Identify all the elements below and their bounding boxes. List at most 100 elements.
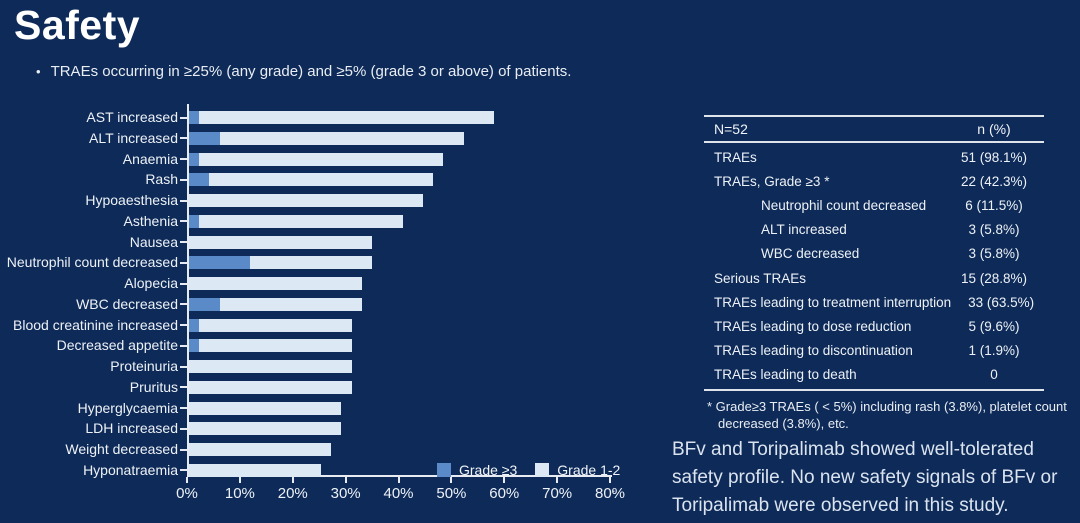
bar-segment-grade12 (199, 339, 352, 352)
x-axis-tick (291, 477, 294, 483)
bar-row (189, 381, 352, 394)
chart-category-label: Pruritus (129, 378, 178, 395)
x-axis-tick-label: 0% (176, 485, 198, 502)
bar-row (189, 360, 352, 373)
table-row: Neutrophil count decreased 6 (11.5%) (704, 193, 1044, 217)
table-row: TRAEs, Grade ≥3 * 22 (42.3%) (704, 169, 1044, 193)
table-row-label: TRAEs (714, 149, 757, 165)
bar-segment-grade12 (199, 319, 352, 332)
bar-row (189, 111, 494, 124)
legend-swatch-grade12 (535, 463, 550, 477)
bar-segment-grade3 (189, 153, 199, 166)
bar-row (189, 194, 423, 207)
y-axis-tick (180, 178, 187, 181)
bar-row (189, 298, 362, 311)
bar-segment-grade12 (220, 132, 464, 145)
table-header-n: N=52 (714, 121, 748, 137)
x-axis-tick (238, 477, 241, 483)
bar-segment-grade12 (189, 381, 352, 394)
x-axis-tick-label: 10% (224, 485, 255, 502)
chart-category-label: Rash (145, 171, 178, 188)
chart-category-label: LDH increased (85, 420, 178, 437)
bar-row (189, 443, 331, 456)
bar-segment-grade3 (189, 111, 199, 124)
x-axis-tick-label: 40% (383, 485, 414, 502)
y-axis-tick (180, 261, 187, 264)
y-axis-tick (180, 116, 187, 119)
bar-segment-grade12 (189, 360, 352, 373)
chart-category-label: WBC decreased (76, 295, 178, 312)
bar-segment-grade12 (189, 443, 331, 456)
x-axis-tick-label: 60% (489, 485, 520, 502)
bar-segment-grade3 (189, 132, 220, 145)
table-row: Serious TRAEs 15 (28.8%) (704, 266, 1044, 290)
chart-category-label: Asthenia (123, 212, 178, 229)
y-axis-tick (180, 386, 187, 389)
bar-row (189, 256, 372, 269)
table-body: TRAEs 51 (98.1%) TRAEs, Grade ≥3 * 22 (42.3… (704, 143, 1044, 391)
table-row-value: 33 (63.5%) (968, 294, 1035, 310)
bar-segment-grade12 (189, 402, 341, 415)
bar-row (189, 215, 403, 228)
table-row-label: Neutrophil count decreased (761, 197, 927, 213)
chart-category-label: Hyponatraemia (83, 461, 178, 478)
bar-segment-grade3 (189, 173, 209, 186)
bar-segment-grade12 (189, 194, 423, 207)
table-row-value: 51 (98.1%) (960, 149, 1028, 165)
bar-row (189, 173, 433, 186)
chart-category-label: Proteinuria (110, 358, 178, 375)
legend-label-grade3: Grade ≥3 (459, 462, 518, 478)
table-row: TRAEs leading to discontinuation 1 (1.9%) (704, 339, 1044, 363)
x-axis-tick (609, 477, 611, 483)
chart-category-label: Hypoaesthesia (85, 192, 178, 209)
bar-row (189, 464, 321, 477)
y-axis-tick (180, 365, 187, 368)
bar-segment-grade3 (189, 339, 199, 352)
table-row-value: 15 (28.8%) (960, 270, 1028, 286)
table-row: TRAEs 51 (98.1%) (704, 145, 1044, 169)
table-row-label: WBC decreased (761, 246, 860, 262)
bar-row (189, 132, 464, 145)
chart-category-label: Blood creatinine increased (13, 316, 178, 333)
bar-segment-grade3 (189, 215, 199, 228)
table-row: TRAEs leading to death 0 (704, 363, 1044, 387)
y-axis-tick (180, 324, 187, 327)
bar-segment-grade12 (189, 236, 372, 249)
table-row-value: 3 (5.8%) (968, 222, 1020, 238)
table-row-value: 22 (42.3%) (960, 173, 1028, 189)
bar-segment-grade12 (189, 464, 321, 477)
bar-row (189, 422, 341, 435)
x-axis-tick-label: 50% (436, 485, 467, 502)
y-axis-tick (180, 344, 187, 347)
bar-segment-grade3 (189, 256, 250, 269)
page-title: Safety (14, 2, 141, 48)
safety-summary-table: N=52 n (%) TRAEs 51 (98.1%) TRAEs, Grade ≥… (704, 115, 1067, 433)
bar-segment-grade12 (199, 111, 494, 124)
table-row: ALT increased 3 (5.8%) (704, 218, 1044, 242)
table-row-value: 3 (5.8%) (968, 246, 1020, 262)
table-row-label: TRAEs leading to treatment interruption (714, 294, 952, 310)
table-row: TRAEs leading to treatment interruption 3… (704, 290, 1044, 314)
table-row: TRAEs leading to dose reduction 5 (9.6%) (704, 314, 1044, 338)
y-axis-tick (180, 448, 187, 451)
table-row: WBC decreased 3 (5.8%) (704, 242, 1044, 266)
y-axis-tick (180, 220, 187, 223)
bullet-line: • TRAEs occurring in ≥25% (any grade) an… (36, 63, 571, 80)
chart-category-label: Hyperglycaemia (77, 399, 178, 416)
y-axis-tick (180, 137, 187, 140)
bar-row (189, 319, 352, 332)
bar-segment-grade12 (199, 215, 403, 228)
traes-bar-chart: Grade ≥3 Grade 1-2 . AST increased ALT in… (0, 104, 665, 519)
table-header-npct: n (%) (977, 121, 1011, 137)
chart-category-label: Alopecia (124, 275, 178, 292)
bar-segment-grade3 (189, 298, 220, 311)
bar-row (189, 339, 352, 352)
x-axis-tick (450, 477, 453, 483)
bar-segment-grade12 (209, 173, 433, 186)
bar-row (189, 236, 372, 249)
y-axis-tick (180, 469, 187, 472)
chart-category-label: AST increased (86, 109, 178, 125)
chart-category-label: Weight decreased (65, 441, 178, 458)
bar-segment-grade12 (250, 256, 372, 269)
